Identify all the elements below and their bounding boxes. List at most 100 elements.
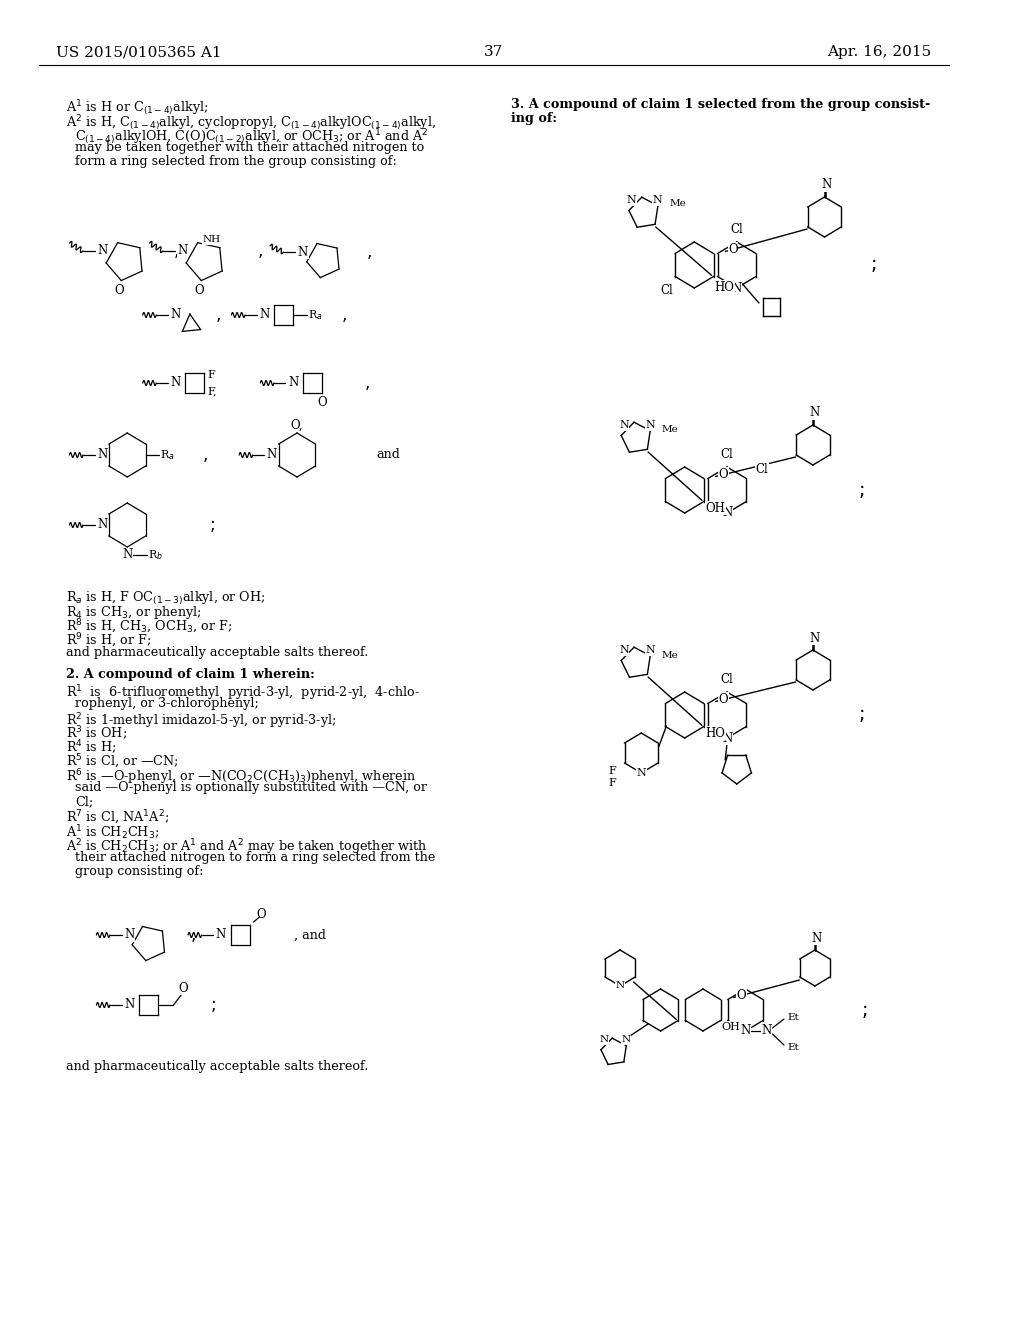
Text: ;: ; [209,516,215,535]
Text: A$^2$ is CH$_2$CH$_3$; or A$^1$ and A$^2$ may be taken together with: A$^2$ is CH$_2$CH$_3$; or A$^1$ and A$^2… [66,837,427,857]
Text: O: O [257,908,266,921]
Text: Cl: Cl [721,447,733,461]
Text: may be taken together with their attached nitrogen to: may be taken together with their attache… [75,141,425,154]
Text: Apr. 16, 2015: Apr. 16, 2015 [827,45,932,59]
Text: ;: ; [858,480,864,499]
Text: A$^2$ is H, C$_{(1-4)}$alkyl, cyclopropyl, C$_{(1-4)}$alkylOC$_{(1-4)}$alkyl,: A$^2$ is H, C$_{(1-4)}$alkyl, cyclopropy… [66,114,435,133]
Text: said —O-phenyl is optionally substituted with —CN, or: said —O-phenyl is optionally substituted… [75,781,427,795]
Text: O,: O, [291,418,303,432]
Text: N: N [216,928,226,941]
Text: Me: Me [662,651,678,660]
Text: N: N [645,645,654,655]
Text: N: N [97,519,108,532]
Text: N: N [170,376,180,389]
Text: N: N [722,507,732,520]
Text: R$^3$ is OH;: R$^3$ is OH; [66,725,127,743]
Text: N: N [810,407,820,420]
Text: R$_a$: R$_a$ [307,308,323,322]
Text: their attached nitrogen to form a ring selected from the: their attached nitrogen to form a ring s… [75,851,435,865]
Text: F: F [207,370,215,380]
Text: ;: ; [858,705,864,725]
Text: C$_{(1-4)}$alkylOH, C(O)C$_{(1-2)}$alkyl, or OCH$_3$; or A$^1$ and A$^2$: C$_{(1-4)}$alkylOH, C(O)C$_{(1-2)}$alkyl… [75,127,429,147]
Text: N: N [636,768,646,777]
Text: ;: ; [210,997,216,1014]
Text: HO: HO [714,281,734,293]
Text: N: N [627,195,637,205]
Text: N: N [620,420,629,430]
Text: Cl: Cl [730,223,743,236]
Text: HO: HO [706,727,725,741]
Text: N: N [740,1024,751,1038]
Text: F,: F, [207,385,217,396]
Text: O: O [317,396,327,409]
Text: O: O [736,989,746,1002]
Text: N: N [97,244,108,257]
Text: N: N [645,420,654,430]
Text: 37: 37 [484,45,504,59]
Text: O: O [719,693,728,706]
Text: O: O [195,284,204,297]
Text: Et: Et [787,1043,800,1052]
Text: N: N [288,376,298,389]
Text: N: N [622,1035,631,1044]
Text: and pharmaceutically acceptable salts thereof.: and pharmaceutically acceptable salts th… [66,1060,368,1073]
Text: ,: , [365,374,370,392]
Text: R$^5$ is Cl, or —CN;: R$^5$ is Cl, or —CN; [66,752,178,771]
Text: R$^4$ is H;: R$^4$ is H; [66,739,116,758]
Text: R$^1$  is  6-trifluoromethyl  pyrid-3-yl,  pyrid-2-yl,  4-chlo-: R$^1$ is 6-trifluoromethyl pyrid-3-yl, p… [66,682,420,702]
Text: ,: , [341,306,347,323]
Text: N: N [259,309,269,322]
Text: rophenyl, or 3-chlorophenyl;: rophenyl, or 3-chlorophenyl; [75,697,259,710]
Text: N: N [122,549,132,561]
Text: OH: OH [722,1022,740,1032]
Text: O: O [719,469,728,480]
Text: Cl;: Cl; [75,795,93,808]
Text: NH: NH [202,235,220,244]
Text: R$^9$ is H, or F;: R$^9$ is H, or F; [66,632,151,649]
Text: Cl: Cl [660,284,673,297]
Text: N: N [298,246,308,259]
Text: N: N [124,928,134,941]
Text: N: N [812,932,822,945]
Text: ,: , [257,242,263,260]
Text: N: N [170,309,180,322]
Text: ,: , [203,446,208,465]
Text: R$_a$: R$_a$ [160,447,175,462]
Text: N: N [810,631,820,644]
Text: F: F [608,777,616,788]
Text: O: O [728,243,737,256]
Text: N: N [731,281,741,294]
Text: N: N [97,449,108,462]
Text: ,: , [216,306,221,323]
Text: N: N [652,195,663,205]
Text: R$_4$ is CH$_3$, or phenyl;: R$_4$ is CH$_3$, or phenyl; [66,605,202,620]
Text: F: F [608,766,616,776]
Text: N: N [762,1024,772,1038]
Text: ,: , [174,242,179,260]
Text: and pharmaceutically acceptable salts thereof.: and pharmaceutically acceptable salts th… [66,645,368,659]
Text: Me: Me [662,425,678,434]
Text: A$^1$ is H or C$_{(1-4)}$alkyl;: A$^1$ is H or C$_{(1-4)}$alkyl; [66,98,208,117]
Text: 3. A compound of claim 1 selected from the group consist-: 3. A compound of claim 1 selected from t… [511,98,931,111]
Text: form a ring selected from the group consisting of:: form a ring selected from the group cons… [75,154,397,168]
Text: Cl: Cl [721,673,733,686]
Text: and: and [376,449,400,462]
Text: OH: OH [706,502,725,515]
Text: , and: , and [294,928,326,941]
Text: ing of:: ing of: [511,112,557,125]
Text: N: N [267,449,278,462]
Text: R$_a$ is H, F OC$_{(1-3)}$alkyl, or OH;: R$_a$ is H, F OC$_{(1-3)}$alkyl, or OH; [66,590,265,607]
Text: US 2015/0105365 A1: US 2015/0105365 A1 [56,45,221,59]
Text: ,: , [190,927,197,944]
Text: ,: , [367,243,372,261]
Text: N: N [620,645,629,655]
Text: ;: ; [870,256,878,275]
Text: R$^6$ is —O-phenyl, or —N(CO$_2$C(CH$_3$)$_3$)phenyl, wherein: R$^6$ is —O-phenyl, or —N(CO$_2$C(CH$_3$… [66,767,416,787]
Text: ;: ; [861,1001,867,1019]
Text: R$^8$ is H, CH$_3$, OCH$_3$, or F;: R$^8$ is H, CH$_3$, OCH$_3$, or F; [66,618,231,636]
Text: A$^1$ is CH$_2$CH$_3$;: A$^1$ is CH$_2$CH$_3$; [66,822,159,842]
Text: Me: Me [670,198,686,207]
Text: R$_b$: R$_b$ [147,548,163,562]
Text: N: N [599,1035,608,1044]
Text: N: N [177,244,187,257]
